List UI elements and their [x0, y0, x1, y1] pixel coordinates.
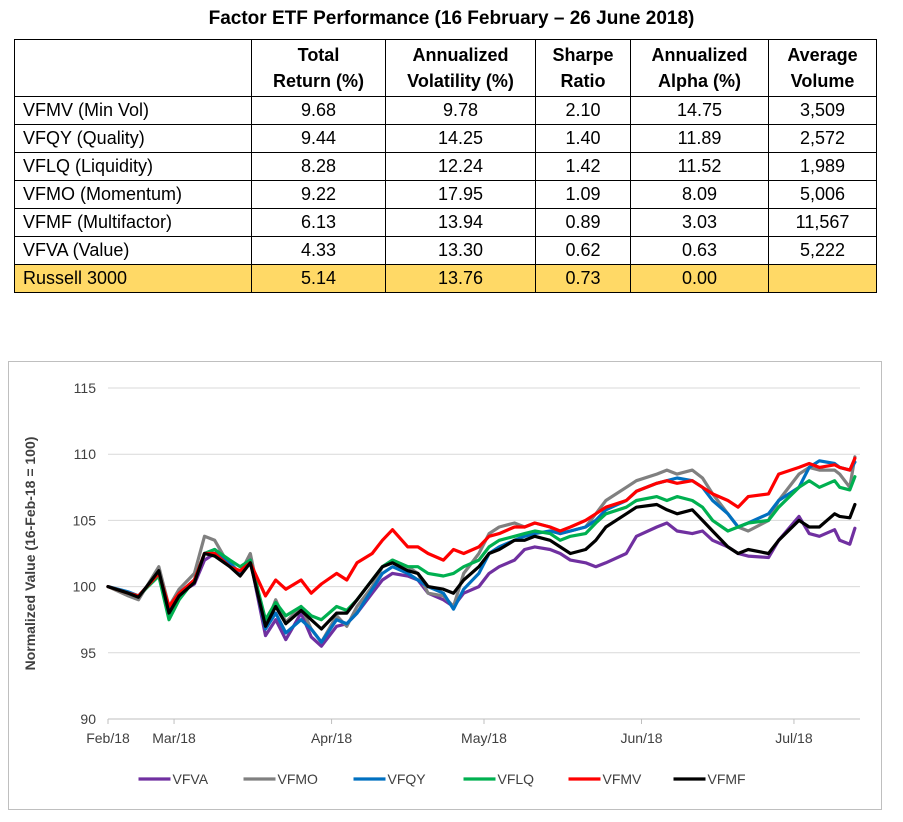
table-cell: 3.03: [630, 208, 769, 237]
series-line-vfmo: [106, 455, 857, 644]
table-cell: 12.24: [385, 152, 536, 181]
legend-label-vfqy: VFQY: [388, 771, 427, 787]
legend-label-vflq: VFLQ: [498, 771, 535, 787]
y-axis-title: Normalized Value (16-Feb-18 = 100): [22, 437, 38, 671]
table-cell: 8.09: [630, 180, 769, 209]
y-tick-label: 115: [74, 380, 97, 396]
table-row: VFMF (Multifactor) 6.13 13.94 0.89 3.03 …: [14, 208, 877, 237]
table-cell: 5.14: [251, 264, 386, 293]
table-cell: 13.76: [385, 264, 536, 293]
series-line-vfmv: [106, 456, 857, 609]
table-cell: 1,989: [768, 152, 877, 181]
table-cell: 9.44: [251, 124, 386, 153]
header-cell: Annualized Alpha (%): [630, 39, 769, 97]
table-row: VFQY (Quality) 9.44 14.25 1.40 11.89 2,5…: [14, 124, 877, 153]
header-cell: Sharpe Ratio: [535, 39, 631, 97]
header-cell: [14, 39, 252, 97]
table-cell: 9.22: [251, 180, 386, 209]
table-cell: 4.33: [251, 236, 386, 265]
row-label: Russell 3000: [14, 264, 252, 293]
y-tick-label: 95: [80, 645, 96, 661]
row-label: VFMF (Multifactor): [14, 208, 252, 237]
row-label: VFMO (Momentum): [14, 180, 252, 209]
table-title: Factor ETF Performance (16 February – 26…: [208, 8, 695, 29]
table-row: VFMO (Momentum) 9.22 17.95 1.09 8.09 5,0…: [14, 180, 877, 209]
table-row: VFMV (Min Vol) 9.68 9.78 2.10 14.75 3,50…: [14, 96, 877, 125]
x-tick-label: Feb/18: [86, 730, 130, 746]
x-tick-label: May/18: [461, 730, 507, 746]
row-label: VFMV (Min Vol): [14, 96, 252, 125]
table-cell: 14.75: [630, 96, 769, 125]
header-cell: Total Return (%): [251, 39, 386, 97]
row-label: VFVA (Value): [14, 236, 252, 265]
table-cell: 13.30: [385, 236, 536, 265]
table-cell: 1.09: [535, 180, 631, 209]
y-tick-label: 90: [80, 711, 96, 727]
x-tick-label: Jul/18: [775, 730, 813, 746]
legend-label-vfva: VFVA: [173, 771, 209, 787]
line-chart-container: 90 95 100 105 110 115 Feb/18 Mar/18 Apr/18 May/18…: [8, 361, 882, 810]
table-cell: 9.78: [385, 96, 536, 125]
series-line-vfva: [106, 514, 857, 648]
series-line-vflq: [106, 475, 857, 622]
benchmark-row: Russell 3000 5.14 13.76 0.73 0.00: [14, 264, 877, 293]
table-cell: 6.13: [251, 208, 386, 237]
table-cell: 0.89: [535, 208, 631, 237]
table-cell: 5,006: [768, 180, 877, 209]
table-cell: 0.62: [535, 236, 631, 265]
x-tick-label: Jun/18: [620, 730, 662, 746]
table-row: VFVA (Value) 4.33 13.30 0.62 0.63 5,222: [14, 236, 877, 265]
y-tick-label: 105: [73, 512, 97, 528]
table-cell: 11.89: [630, 124, 769, 153]
performance-table: Total Return (%) Annualized Volatility (%)…: [14, 39, 877, 293]
table-cell: 17.95: [385, 180, 536, 209]
line-chart: 90 95 100 105 110 115 Feb/18 Mar/18 Apr/18 May/18…: [22, 380, 860, 787]
y-tick-label: 100: [73, 579, 97, 595]
table-cell: 14.25: [385, 124, 536, 153]
table-cell: 9.68: [251, 96, 386, 125]
legend-label-vfmv: VFMV: [603, 771, 643, 787]
table-cell: 2,572: [768, 124, 877, 153]
table-cell: 0.00: [630, 264, 769, 293]
y-tick-label: 110: [74, 446, 97, 462]
x-tick-label: Mar/18: [152, 730, 196, 746]
legend-label-vfmo: VFMO: [278, 771, 319, 787]
table-cell: 5,222: [768, 236, 877, 265]
table-cell: 13.94: [385, 208, 536, 237]
header-cell: Average Volume: [768, 39, 877, 97]
table-cell: 0.73: [535, 264, 631, 293]
table-cell: 8.28: [251, 152, 386, 181]
table-cell: 1.40: [535, 124, 631, 153]
table-cell: 1.42: [535, 152, 631, 181]
table-header-row: Total Return (%) Annualized Volatility (%)…: [14, 39, 877, 97]
legend-label-vfmf: VFMF: [708, 771, 746, 787]
table-cell: 2.10: [535, 96, 631, 125]
table-cell: 11.52: [630, 152, 769, 181]
x-tick-label: Apr/18: [311, 730, 352, 746]
table-cell: 3,509: [768, 96, 877, 125]
table-cell: 11,567: [768, 208, 877, 237]
row-label: VFLQ (Liquidity): [14, 152, 252, 181]
table-row: VFLQ (Liquidity) 8.28 12.24 1.42 11.52 1…: [14, 152, 877, 181]
series-line-vfmf: [106, 502, 857, 631]
row-label: VFQY (Quality): [14, 124, 252, 153]
header-cell: Annualized Volatility (%): [385, 39, 536, 97]
table-cell: [768, 264, 877, 293]
table-cell: 0.63: [630, 236, 769, 265]
